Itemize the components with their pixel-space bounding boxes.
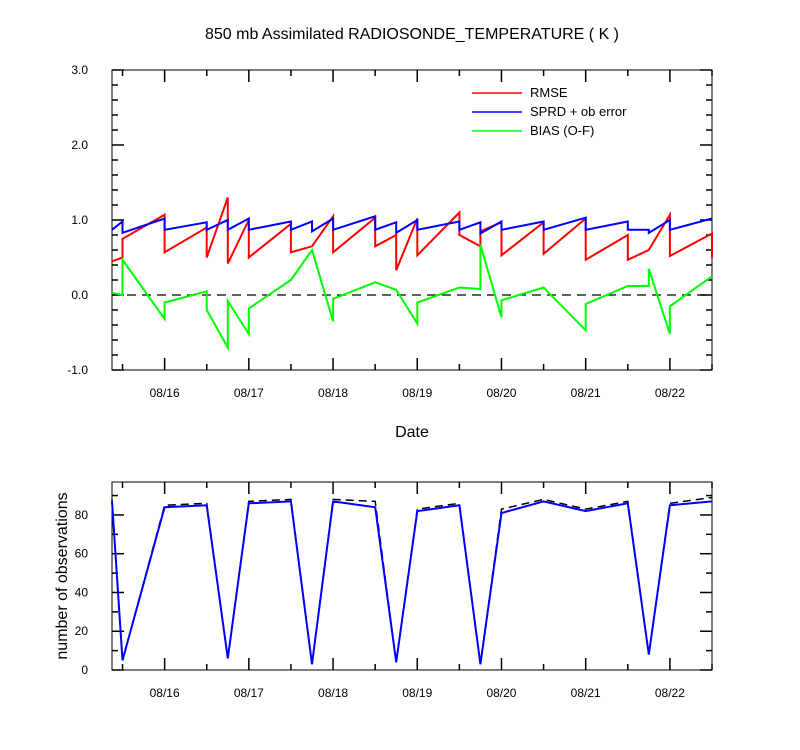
y-axis-label: number of observations xyxy=(54,492,71,659)
top-x-tick-label: 08/16 xyxy=(150,386,180,400)
top-y-tick-label: -1.0 xyxy=(67,363,88,377)
x-axis-label: Date xyxy=(395,424,429,441)
bottom-x-tick-label: 08/20 xyxy=(486,686,516,700)
bottom-panel: 08/16 08/17 08/18 08/19 08/20 08/21 08/22 0 20 4… xyxy=(54,481,713,700)
bottom-y-tick-label: 40 xyxy=(75,585,89,599)
chart-title: 850 mb Assimilated RADIOSONDE_TEMPERATUR… xyxy=(205,26,619,43)
top-y-tick-label: 1.0 xyxy=(71,213,88,227)
bottom-x-ticks: 08/16 08/17 08/18 08/19 08/20 08/21 08/22 xyxy=(121,482,713,700)
legend: RMSE SPRD + ob error BIAS (O-F) xyxy=(472,85,627,138)
top-x-tick-label: 08/17 xyxy=(234,386,264,400)
bottom-x-tick-label: 08/22 xyxy=(655,686,685,700)
bottom-x-tick-label: 08/21 xyxy=(571,686,601,700)
top-x-tick-label: 08/20 xyxy=(486,386,516,400)
top-x-tick-label: 08/19 xyxy=(402,386,432,400)
bottom-series-dashed-0 xyxy=(111,496,713,665)
bottom-x-tick-label: 08/16 xyxy=(150,686,180,700)
top-series-rmse xyxy=(111,197,713,271)
top-x-tick-label: 08/22 xyxy=(655,386,685,400)
bottom-plot-frame xyxy=(111,481,713,671)
legend-label: SPRD + ob error xyxy=(530,104,627,119)
bottom-series-solid-1 xyxy=(111,500,713,665)
top-series-sprd-ob-error xyxy=(111,214,713,236)
bottom-y-tick-label: 80 xyxy=(75,508,89,522)
top-x-ticks: 08/16 08/17 08/18 08/19 08/20 08/21 08/22 xyxy=(121,70,713,400)
top-y-tick-label: 3.0 xyxy=(71,63,88,77)
bottom-y-tick-label: 0 xyxy=(81,663,88,677)
bottom-x-tick-label: 08/19 xyxy=(402,686,432,700)
top-series-bias-o-f xyxy=(111,244,713,352)
top-series xyxy=(111,197,713,352)
top-panel: 08/16 08/17 08/18 08/19 08/20 08/21 08/22 -1.0… xyxy=(67,63,713,441)
bottom-x-tick-label: 08/18 xyxy=(318,686,348,700)
bottom-series xyxy=(111,496,713,665)
top-x-tick-label: 08/21 xyxy=(571,386,601,400)
bottom-x-tick-label: 08/17 xyxy=(234,686,264,700)
top-x-tick-label: 08/18 xyxy=(318,386,348,400)
bottom-y-tick-label: 60 xyxy=(75,547,89,561)
bottom-y-tick-label: 20 xyxy=(75,624,89,638)
legend-label: RMSE xyxy=(530,85,568,100)
top-y-tick-label: 0.0 xyxy=(71,288,88,302)
bottom-y-ticks: 0 20 40 60 80 xyxy=(75,494,712,677)
top-y-tick-label: 2.0 xyxy=(71,138,88,152)
legend-label: BIAS (O-F) xyxy=(530,123,594,138)
